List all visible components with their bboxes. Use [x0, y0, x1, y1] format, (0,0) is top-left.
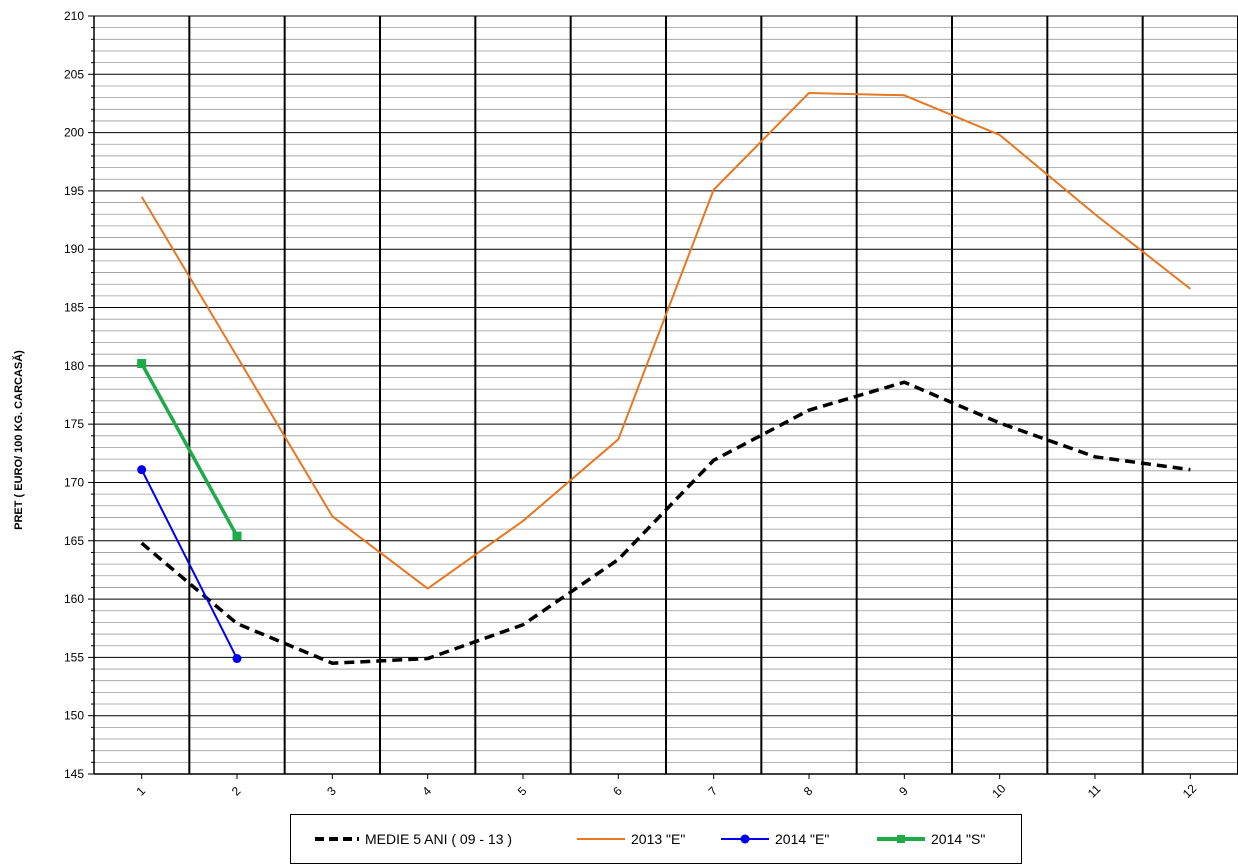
y-axis-label: PRET ( EURO/ 100 KG. CARCASĂ)	[12, 350, 25, 530]
legend-item-2013-e: 2013 "E"	[575, 815, 685, 863]
x-tick-label: 10	[989, 781, 1009, 801]
y-tick-label: 190	[64, 242, 84, 256]
y-tick-label: 165	[64, 534, 84, 548]
series-line-3	[140, 362, 239, 537]
x-tick-label: 12	[1180, 781, 1200, 801]
y-tick-label: 155	[64, 650, 84, 664]
data-point	[232, 531, 242, 541]
legend-label-2013-e: 2013 "E"	[631, 831, 686, 847]
legend-item-2014-s: 2014 "S"	[875, 815, 985, 863]
legend-item-medie: MEDIE 5 ANI ( 09 - 13 )	[313, 815, 512, 863]
legend: MEDIE 5 ANI ( 09 - 13 ) 2013 "E" 2014 "E…	[290, 814, 1022, 864]
grid	[94, 15, 1238, 775]
y-tick-label: 150	[64, 709, 84, 723]
y-tick-label: 205	[64, 67, 84, 81]
legend-label-medie: MEDIE 5 ANI ( 09 - 13 )	[365, 831, 513, 847]
data-point	[137, 465, 147, 475]
y-tick-label: 200	[64, 126, 84, 140]
x-tick-label: 9	[896, 784, 911, 799]
x-tick-label: 1	[134, 784, 149, 799]
x-tick-label: 8	[801, 784, 816, 799]
y-tick-label: 210	[64, 9, 84, 23]
x-tick-label: 7	[706, 784, 721, 799]
series-layer	[137, 91, 1191, 665]
y-tick-label: 145	[64, 767, 84, 781]
series-line-0	[140, 380, 1191, 665]
legend-label-2014-s: 2014 "S"	[931, 831, 986, 847]
x-tick-label: 4	[420, 784, 435, 799]
legend-item-2014-e: 2014 "E"	[719, 815, 829, 863]
y-tick-label: 185	[64, 301, 84, 315]
y-tick-label: 175	[64, 417, 84, 431]
series-line-2	[140, 469, 238, 660]
data-point	[232, 654, 242, 664]
series-line-1	[140, 91, 1191, 590]
y-tick-label: 160	[64, 592, 84, 606]
y-tick-label: 170	[64, 475, 84, 489]
x-tick-label: 6	[610, 784, 625, 799]
data-point	[137, 359, 147, 369]
x-tick-label: 2	[229, 784, 244, 799]
x-tick-label: 3	[324, 784, 339, 799]
x-tick-label: 11	[1085, 782, 1104, 801]
x-tick-label: 5	[515, 784, 530, 799]
axes: 1451501551601651701751801851901952002052…	[64, 9, 1238, 801]
y-tick-label: 195	[64, 184, 84, 198]
line-chart: 1451501551601651701751801851901952002052…	[12, 9, 1238, 801]
y-tick-label: 180	[64, 359, 84, 373]
legend-label-2014-e: 2014 "E"	[775, 831, 830, 847]
